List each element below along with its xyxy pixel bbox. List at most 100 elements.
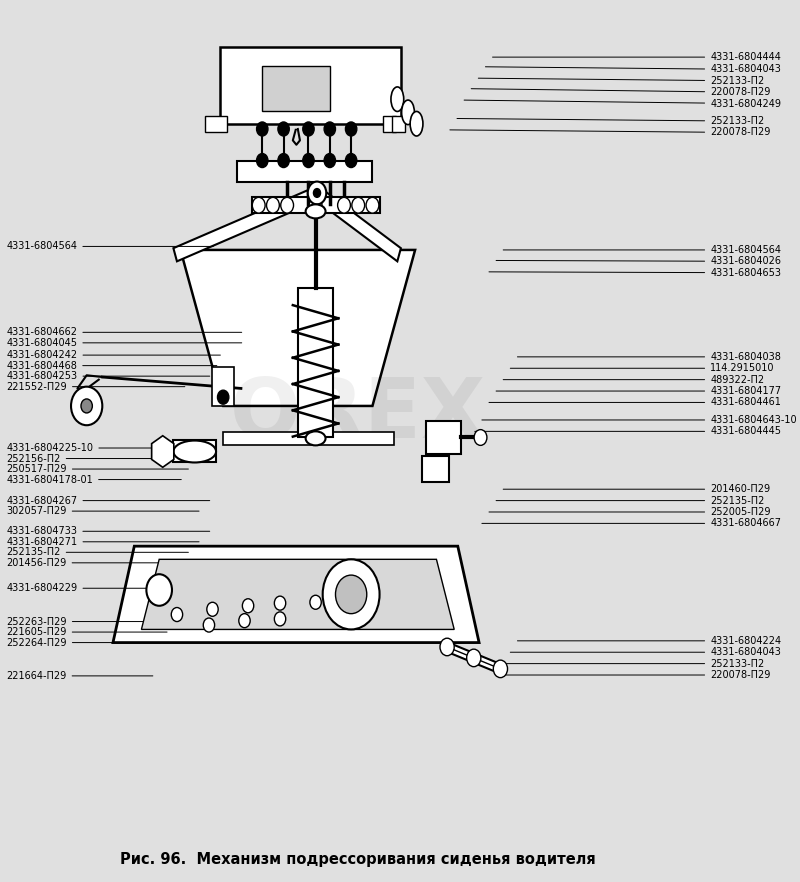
Text: 4331-6804253: 4331-6804253 xyxy=(6,371,210,381)
FancyBboxPatch shape xyxy=(298,288,334,437)
Text: 4331-6804564: 4331-6804564 xyxy=(503,245,781,255)
Ellipse shape xyxy=(402,100,414,124)
Bar xyxy=(223,432,394,445)
Text: 220078-П29: 220078-П29 xyxy=(450,128,770,138)
Ellipse shape xyxy=(410,111,423,136)
Circle shape xyxy=(281,198,294,213)
Text: 4331-6804242: 4331-6804242 xyxy=(6,350,220,360)
Circle shape xyxy=(346,153,357,168)
Text: 4331-6804043: 4331-6804043 xyxy=(486,64,781,74)
Circle shape xyxy=(309,198,322,213)
Text: 252133-П2: 252133-П2 xyxy=(457,116,764,126)
Bar xyxy=(426,421,462,454)
Text: 252133-П2: 252133-П2 xyxy=(478,76,764,86)
Ellipse shape xyxy=(391,87,404,111)
Circle shape xyxy=(308,182,326,205)
Circle shape xyxy=(274,596,286,610)
Text: 4331-6804444: 4331-6804444 xyxy=(493,52,781,62)
Circle shape xyxy=(274,612,286,626)
Text: 252133-П2: 252133-П2 xyxy=(503,659,764,669)
Text: 4331-6804461: 4331-6804461 xyxy=(489,398,781,407)
Text: 4331-6804643-10: 4331-6804643-10 xyxy=(482,415,797,425)
Text: 4331-6804177: 4331-6804177 xyxy=(496,386,782,396)
Circle shape xyxy=(278,122,290,136)
Text: 221605-П29: 221605-П29 xyxy=(6,627,167,637)
Text: 252135-П2: 252135-П2 xyxy=(496,496,765,505)
Ellipse shape xyxy=(306,431,326,445)
Circle shape xyxy=(81,399,92,413)
Text: 250517-П29: 250517-П29 xyxy=(6,464,188,474)
Circle shape xyxy=(146,574,172,606)
Text: OREX: OREX xyxy=(230,374,486,455)
Bar xyxy=(206,116,226,131)
Circle shape xyxy=(207,602,218,617)
Circle shape xyxy=(440,639,454,655)
Text: 489322-П2: 489322-П2 xyxy=(503,375,764,385)
Circle shape xyxy=(366,198,379,213)
Text: 252135-П2: 252135-П2 xyxy=(6,548,188,557)
Text: 4331-6804271: 4331-6804271 xyxy=(6,537,199,547)
Text: 4331-6804733: 4331-6804733 xyxy=(6,527,210,536)
Circle shape xyxy=(218,390,229,404)
Text: 4331-6804229: 4331-6804229 xyxy=(6,583,167,594)
Polygon shape xyxy=(113,546,479,643)
Text: 4331-6804038: 4331-6804038 xyxy=(518,352,781,362)
Text: 302057-П29: 302057-П29 xyxy=(6,506,199,516)
Bar xyxy=(422,456,450,482)
Circle shape xyxy=(239,614,250,628)
Circle shape xyxy=(310,595,322,609)
Circle shape xyxy=(352,198,365,213)
Text: 252156-П2: 252156-П2 xyxy=(6,453,199,464)
Circle shape xyxy=(257,153,268,168)
Bar xyxy=(213,367,234,406)
Text: 4331-6804026: 4331-6804026 xyxy=(496,257,781,266)
Text: 4331-6804178-01: 4331-6804178-01 xyxy=(6,475,182,484)
Text: 252264-П29: 252264-П29 xyxy=(6,638,160,647)
Text: 4331-6804224: 4331-6804224 xyxy=(518,636,782,646)
Circle shape xyxy=(278,153,290,168)
Text: 4331-6804564: 4331-6804564 xyxy=(6,242,214,251)
Text: 221664-П29: 221664-П29 xyxy=(6,671,153,681)
Circle shape xyxy=(466,649,481,667)
Circle shape xyxy=(322,559,379,630)
Bar xyxy=(262,66,330,111)
Circle shape xyxy=(324,153,335,168)
Text: 4331-6804249: 4331-6804249 xyxy=(464,99,781,108)
Polygon shape xyxy=(238,161,373,183)
Circle shape xyxy=(335,575,366,614)
Circle shape xyxy=(346,122,357,136)
Text: 114.2915010: 114.2915010 xyxy=(510,363,774,373)
Circle shape xyxy=(302,122,314,136)
Text: 4331-6804043: 4331-6804043 xyxy=(510,647,781,657)
Text: 4331-6804468: 4331-6804468 xyxy=(6,361,217,370)
Polygon shape xyxy=(174,187,319,261)
Text: 252005-П29: 252005-П29 xyxy=(489,507,770,517)
Bar xyxy=(251,198,379,213)
Text: 4331-6804653: 4331-6804653 xyxy=(489,268,781,278)
Bar xyxy=(383,116,396,131)
Text: 220078-П29: 220078-П29 xyxy=(471,87,770,97)
Circle shape xyxy=(252,198,265,213)
Circle shape xyxy=(494,660,507,677)
Circle shape xyxy=(203,618,214,632)
Circle shape xyxy=(338,198,350,213)
Ellipse shape xyxy=(306,205,326,219)
Text: 201456-П29: 201456-П29 xyxy=(6,557,178,568)
Text: 220078-П29: 220078-П29 xyxy=(496,670,770,680)
Circle shape xyxy=(324,122,335,136)
Text: 201460-П29: 201460-П29 xyxy=(503,484,770,494)
Circle shape xyxy=(314,189,321,198)
FancyBboxPatch shape xyxy=(220,47,401,123)
Circle shape xyxy=(71,386,102,425)
Circle shape xyxy=(242,599,254,613)
Ellipse shape xyxy=(174,441,216,462)
Circle shape xyxy=(474,430,487,445)
Text: 4331-6804445: 4331-6804445 xyxy=(474,426,781,437)
Text: 4331-6804045: 4331-6804045 xyxy=(6,338,242,348)
Polygon shape xyxy=(142,559,454,630)
Text: 4331-6804662: 4331-6804662 xyxy=(6,327,242,337)
Circle shape xyxy=(257,122,268,136)
Polygon shape xyxy=(315,187,401,261)
Circle shape xyxy=(266,198,279,213)
Text: 221552-П29: 221552-П29 xyxy=(6,382,185,392)
